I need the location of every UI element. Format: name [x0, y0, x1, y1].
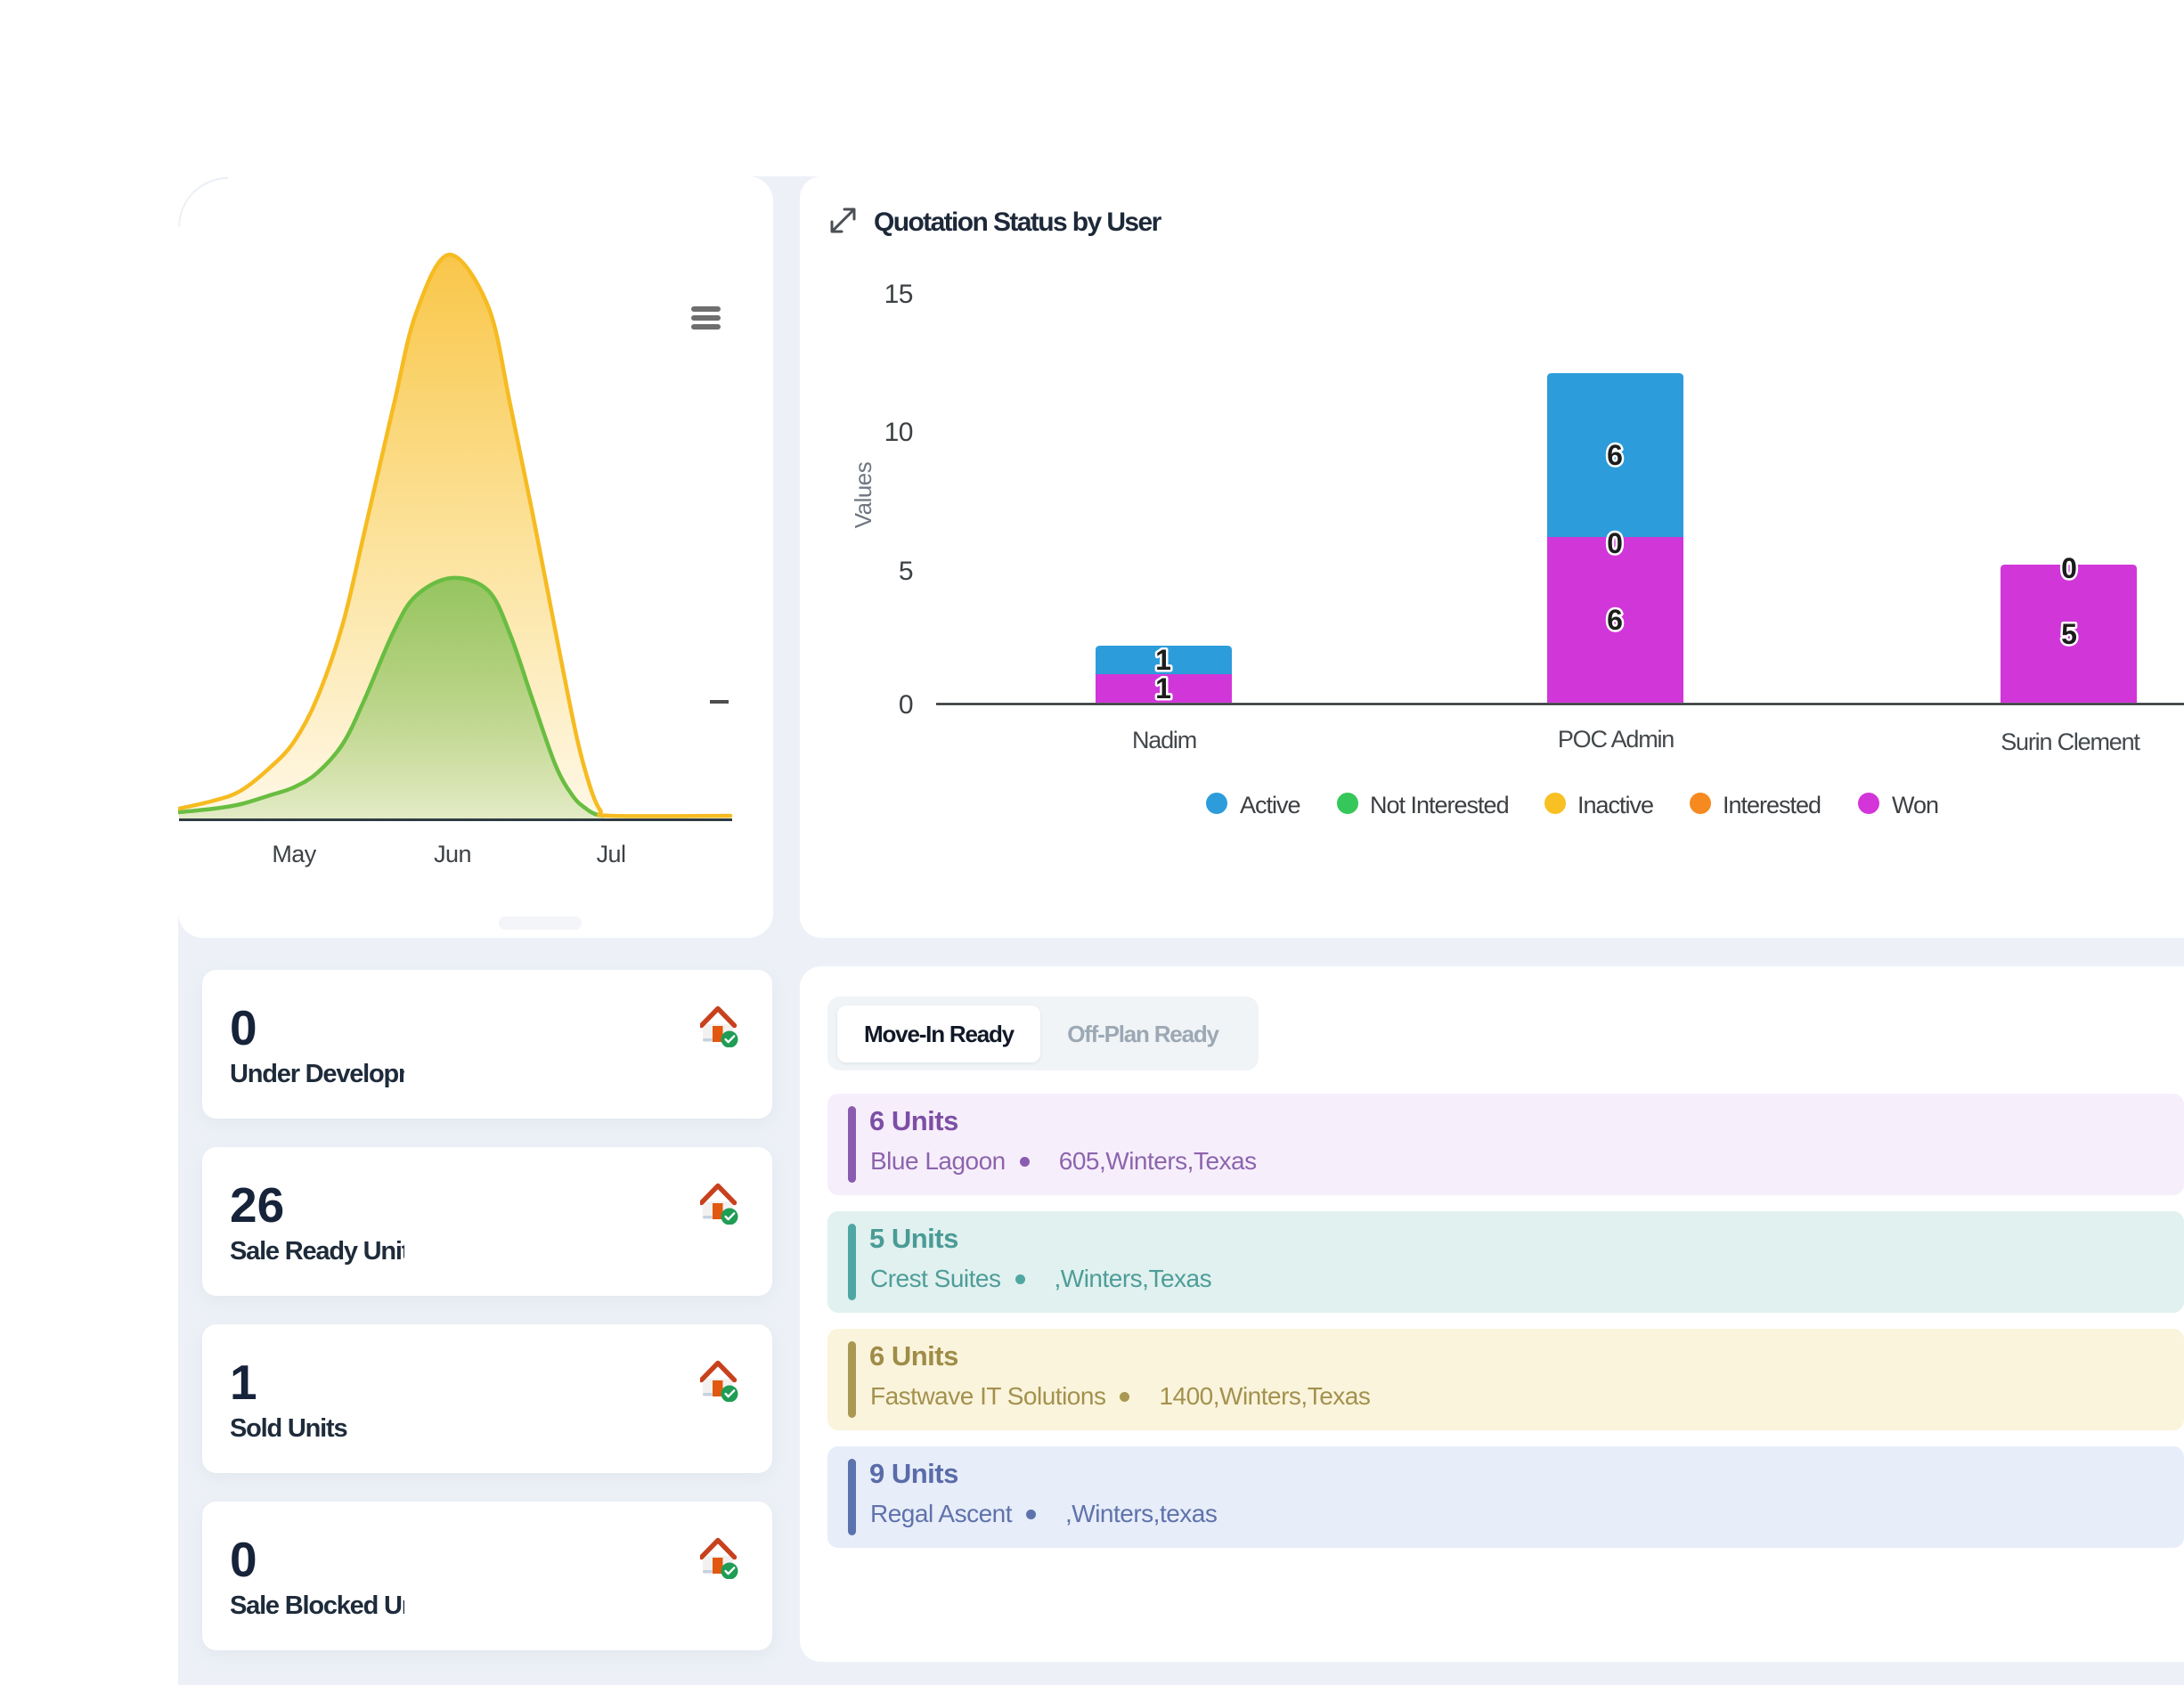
- svg-text:0: 0: [1607, 527, 1623, 559]
- svg-text:POC Admin: POC Admin: [1558, 726, 1674, 753]
- svg-text:Nadim: Nadim: [1132, 727, 1196, 753]
- svg-text:Jul: Jul: [597, 841, 626, 867]
- svg-text:5: 5: [899, 557, 913, 586]
- svg-text:Surin Clement: Surin Clement: [2001, 729, 2140, 755]
- svg-text:Active: Active: [1240, 792, 1300, 818]
- svg-text:6: 6: [1607, 604, 1623, 636]
- svg-text:Not Interested: Not Interested: [1370, 792, 1509, 818]
- svg-text:Interested: Interested: [1723, 792, 1821, 818]
- svg-text:1: 1: [1155, 644, 1171, 676]
- svg-text:15: 15: [884, 280, 913, 309]
- svg-text:6: 6: [1607, 439, 1623, 471]
- svg-text:Jun: Jun: [434, 841, 471, 867]
- svg-text:5: 5: [2061, 618, 2077, 650]
- svg-text:Inactive: Inactive: [1577, 792, 1653, 818]
- svg-text:1: 1: [1155, 672, 1171, 704]
- svg-text:10: 10: [884, 418, 913, 447]
- svg-text:0: 0: [2061, 552, 2077, 584]
- svg-text:Quotation Status by User: Quotation Status by User: [874, 208, 1162, 237]
- svg-text:May: May: [272, 841, 316, 867]
- svg-text:Values: Values: [850, 461, 876, 528]
- svg-text:0: 0: [899, 690, 913, 720]
- svg-text:Won: Won: [1892, 792, 1938, 818]
